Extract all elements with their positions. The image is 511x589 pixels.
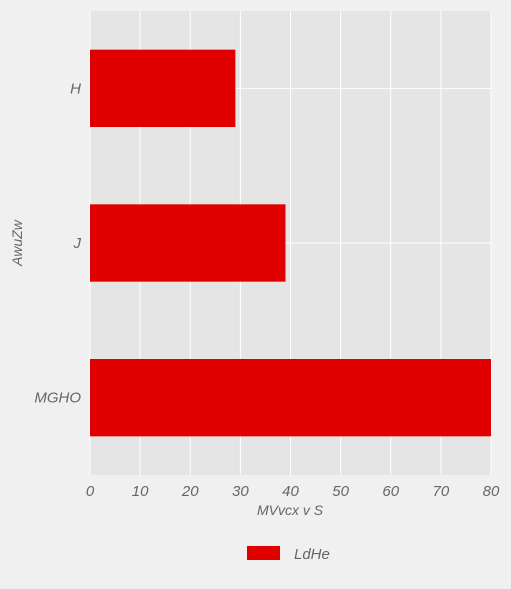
legend: LdHe (247, 546, 330, 563)
x-axis-label: MVvcx v S (257, 502, 324, 518)
bars (90, 49, 491, 437)
bar-mgho (90, 359, 491, 437)
y-axis-label: AwuZw (9, 219, 25, 267)
x-tick-label: 60 (382, 483, 399, 500)
x-tick-label: 80 (483, 483, 500, 500)
bar-j (90, 204, 286, 282)
x-tick-label: 20 (181, 483, 199, 500)
y-tick-label: MGHO (34, 390, 81, 407)
x-tick-label: 70 (433, 483, 450, 500)
x-tick-label: 10 (132, 483, 149, 500)
x-tick-label: 0 (86, 483, 95, 500)
x-tick-label: 40 (282, 483, 299, 500)
y-tick-label: J (73, 235, 82, 252)
legend-label: LdHe (294, 546, 330, 563)
x-tick-labels: 0 10 20 30 40 50 60 70 80 (86, 483, 500, 500)
y-tick-label: H (70, 80, 81, 97)
legend-swatch (247, 546, 280, 560)
bar-h (90, 49, 236, 127)
x-tick-label: 30 (232, 483, 249, 500)
y-tick-labels: H J MGHO (34, 80, 81, 406)
x-tick-label: 50 (332, 483, 349, 500)
